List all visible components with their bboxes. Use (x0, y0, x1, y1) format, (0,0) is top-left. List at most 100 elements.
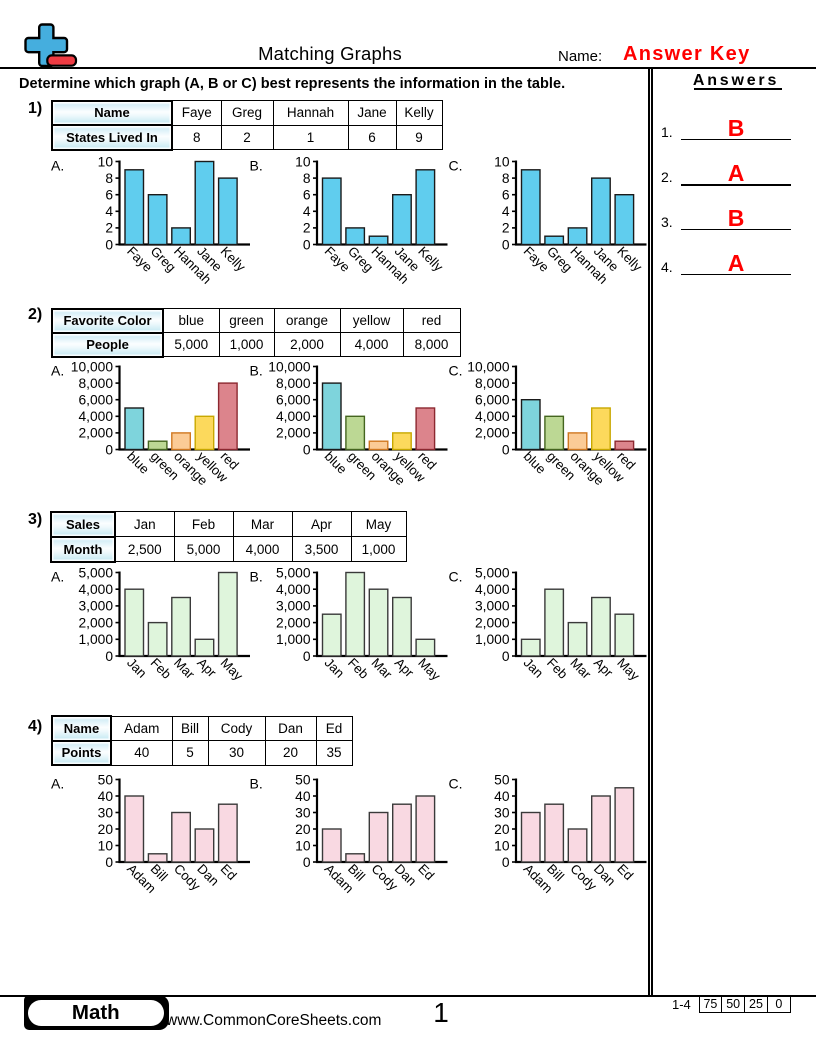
svg-text:4,000: 4,000 (276, 582, 311, 597)
svg-text:Ed: Ed (614, 861, 636, 883)
svg-text:Feb: Feb (345, 655, 372, 682)
svg-text:0: 0 (105, 649, 113, 664)
svg-text:May: May (614, 655, 643, 684)
svg-text:Feb: Feb (544, 655, 571, 682)
svg-text:8: 8 (303, 171, 311, 186)
svg-text:0: 0 (303, 442, 311, 457)
svg-text:4: 4 (502, 204, 510, 219)
svg-text:8,000: 8,000 (276, 376, 311, 391)
svg-text:B.: B. (250, 569, 263, 585)
svg-text:40: 40 (98, 789, 114, 804)
svg-text:B.: B. (250, 363, 263, 379)
svg-text:10: 10 (494, 154, 510, 169)
svg-text:Faye: Faye (124, 244, 155, 275)
svg-text:B.: B. (250, 158, 263, 174)
svg-text:5,000: 5,000 (78, 565, 113, 580)
svg-text:2,000: 2,000 (475, 615, 510, 630)
svg-text:4: 4 (105, 204, 113, 219)
svg-text:4,000: 4,000 (475, 582, 510, 597)
svg-text:5,000: 5,000 (475, 565, 510, 580)
svg-text:10: 10 (295, 154, 311, 169)
svg-text:5,000: 5,000 (276, 565, 311, 580)
svg-text:0: 0 (105, 855, 113, 870)
svg-text:Greg: Greg (544, 244, 575, 275)
svg-text:blue: blue (124, 449, 152, 477)
svg-text:10,000: 10,000 (467, 359, 510, 374)
svg-text:2: 2 (105, 221, 113, 236)
svg-text:blue: blue (322, 449, 350, 477)
svg-text:40: 40 (494, 789, 510, 804)
svg-text:Kelly: Kelly (415, 244, 446, 275)
svg-text:20: 20 (494, 822, 510, 837)
svg-text:8,000: 8,000 (78, 376, 113, 391)
svg-text:30: 30 (494, 805, 510, 820)
svg-text:0: 0 (502, 442, 510, 457)
svg-text:Greg: Greg (345, 244, 376, 275)
svg-text:3,000: 3,000 (276, 599, 311, 614)
svg-text:0: 0 (502, 649, 510, 664)
svg-text:0: 0 (502, 237, 510, 252)
svg-text:Ed: Ed (218, 861, 240, 883)
svg-text:2,000: 2,000 (78, 615, 113, 630)
svg-text:A.: A. (51, 158, 64, 174)
svg-text:May: May (415, 655, 444, 684)
svg-text:6: 6 (502, 188, 510, 203)
svg-text:C.: C. (449, 158, 463, 174)
svg-text:Jan: Jan (124, 655, 150, 681)
svg-text:10: 10 (98, 154, 114, 169)
svg-text:Apr: Apr (392, 655, 418, 681)
svg-text:Cody: Cody (567, 861, 600, 894)
svg-text:A.: A. (51, 363, 64, 379)
svg-text:50: 50 (494, 772, 510, 787)
svg-text:Kelly: Kelly (218, 244, 249, 275)
svg-text:3,000: 3,000 (475, 599, 510, 614)
svg-text:40: 40 (295, 789, 311, 804)
svg-text:3,000: 3,000 (78, 599, 113, 614)
svg-text:1,000: 1,000 (276, 632, 311, 647)
svg-text:10: 10 (98, 838, 114, 853)
svg-text:C.: C. (449, 363, 463, 379)
svg-text:2,000: 2,000 (276, 426, 311, 441)
svg-text:20: 20 (295, 822, 311, 837)
svg-text:4,000: 4,000 (78, 582, 113, 597)
svg-text:Faye: Faye (322, 244, 353, 275)
svg-text:0: 0 (303, 855, 311, 870)
svg-text:30: 30 (295, 805, 311, 820)
svg-text:50: 50 (98, 772, 114, 787)
svg-text:Feb: Feb (148, 655, 175, 682)
svg-text:Mar: Mar (567, 655, 594, 682)
svg-text:2: 2 (303, 221, 311, 236)
svg-text:May: May (218, 655, 247, 684)
svg-text:blue: blue (521, 449, 549, 477)
svg-text:B.: B. (250, 776, 263, 792)
svg-text:Jan: Jan (521, 655, 547, 681)
svg-text:2,000: 2,000 (276, 615, 311, 630)
svg-text:4,000: 4,000 (276, 409, 311, 424)
svg-text:0: 0 (105, 237, 113, 252)
svg-text:50: 50 (295, 772, 311, 787)
svg-text:10: 10 (295, 838, 311, 853)
svg-text:Apr: Apr (591, 655, 617, 681)
svg-text:6,000: 6,000 (78, 393, 113, 408)
svg-text:Faye: Faye (521, 244, 552, 275)
svg-text:Apr: Apr (194, 655, 220, 681)
svg-text:1,000: 1,000 (78, 632, 113, 647)
svg-text:2,000: 2,000 (78, 426, 113, 441)
svg-text:4,000: 4,000 (475, 409, 510, 424)
svg-text:0: 0 (303, 237, 311, 252)
svg-text:Ed: Ed (415, 861, 437, 883)
svg-text:C.: C. (449, 569, 463, 585)
svg-text:10: 10 (494, 838, 510, 853)
svg-text:0: 0 (105, 442, 113, 457)
svg-text:A.: A. (51, 776, 64, 792)
svg-text:8: 8 (502, 171, 510, 186)
svg-text:Kelly: Kelly (614, 244, 645, 275)
svg-text:4: 4 (303, 204, 311, 219)
svg-text:8,000: 8,000 (475, 376, 510, 391)
svg-text:A.: A. (51, 569, 64, 585)
svg-text:Greg: Greg (148, 244, 179, 275)
svg-text:6: 6 (105, 188, 113, 203)
svg-text:8: 8 (105, 171, 113, 186)
svg-text:1,000: 1,000 (475, 632, 510, 647)
svg-text:6,000: 6,000 (475, 393, 510, 408)
